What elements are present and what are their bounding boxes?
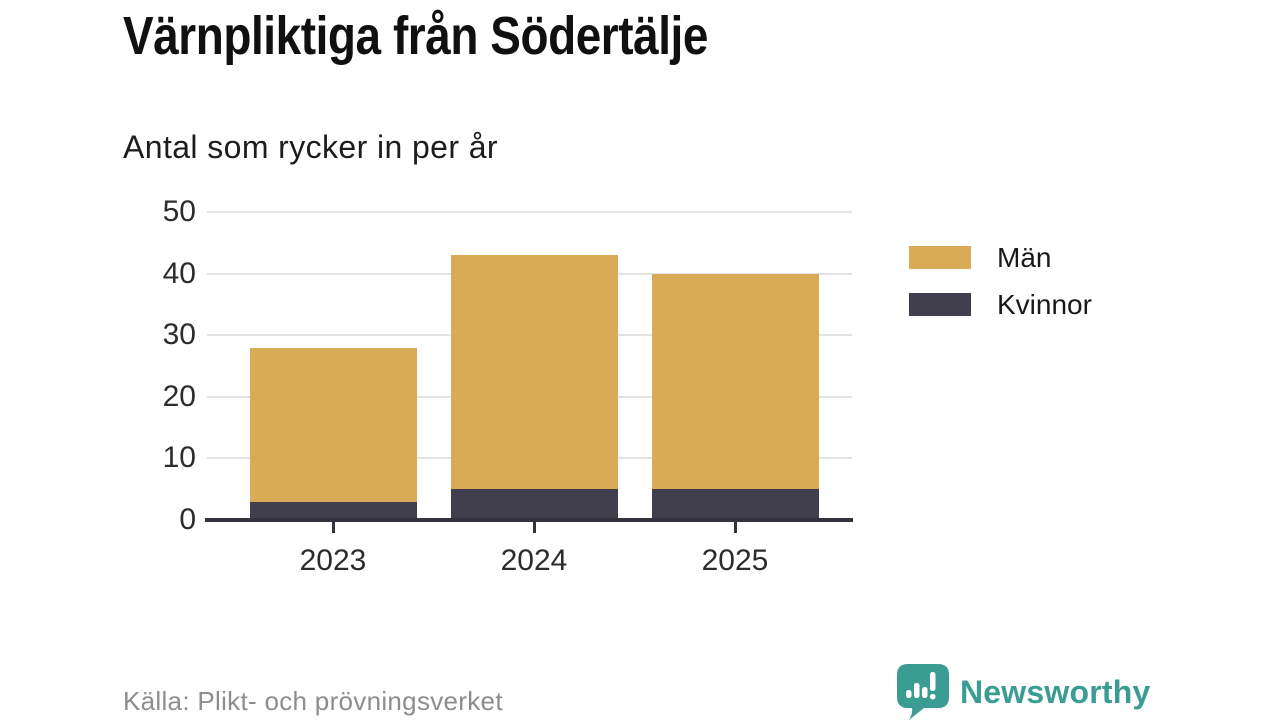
legend-item-kvinnor: Kvinnor xyxy=(909,288,1092,320)
legend-item-m-n: Män xyxy=(909,241,1092,273)
y-axis-label-30: 30 xyxy=(162,318,196,352)
bar-2025-m-n xyxy=(651,273,819,490)
x-axis-label-2025: 2025 xyxy=(701,544,769,577)
bar-2023-m-n xyxy=(249,347,417,502)
x-axis-line xyxy=(205,518,853,522)
y-axis-label-0: 0 xyxy=(179,503,196,536)
x-axis-tick-2023 xyxy=(331,522,335,533)
y-axis-label-10: 10 xyxy=(162,441,196,475)
y-axis-label-20: 20 xyxy=(162,379,196,413)
bar-2024-kvinnor xyxy=(450,489,618,520)
bar-2024-m-n xyxy=(450,255,618,490)
bar-2025-kvinnor xyxy=(651,489,819,520)
legend-label-kvinnor: Kvinnor xyxy=(997,288,1092,320)
bar-2023-kvinnor xyxy=(249,501,417,520)
x-axis-tick-2025 xyxy=(733,522,737,533)
chart-subtitle: Antal som rycker in per år xyxy=(123,129,498,165)
y-axis-label-40: 40 xyxy=(162,256,196,290)
newsworthy-logo: Newsworthy xyxy=(897,664,1150,720)
chart-title: Värnpliktiga från Södertälje xyxy=(123,6,708,66)
legend-label-m-n: Män xyxy=(997,241,1052,273)
x-axis-tick-2024 xyxy=(532,522,536,533)
source-attribution: Källa: Plikt- och prövningsverket xyxy=(123,686,503,716)
legend: Män Kvinnor xyxy=(909,241,1092,320)
newsworthy-speech-bubble-chart-icon xyxy=(897,664,949,720)
newsworthy-wordmark: Newsworthy xyxy=(960,674,1151,710)
x-axis-label-2024: 2024 xyxy=(500,544,568,577)
x-axis-label-2023: 2023 xyxy=(299,544,367,577)
legend-swatch-m-n xyxy=(909,246,971,269)
legend-swatch-kvinnor xyxy=(909,293,971,316)
y-axis-label-50: 50 xyxy=(162,195,196,228)
gridline-50 xyxy=(207,211,852,213)
